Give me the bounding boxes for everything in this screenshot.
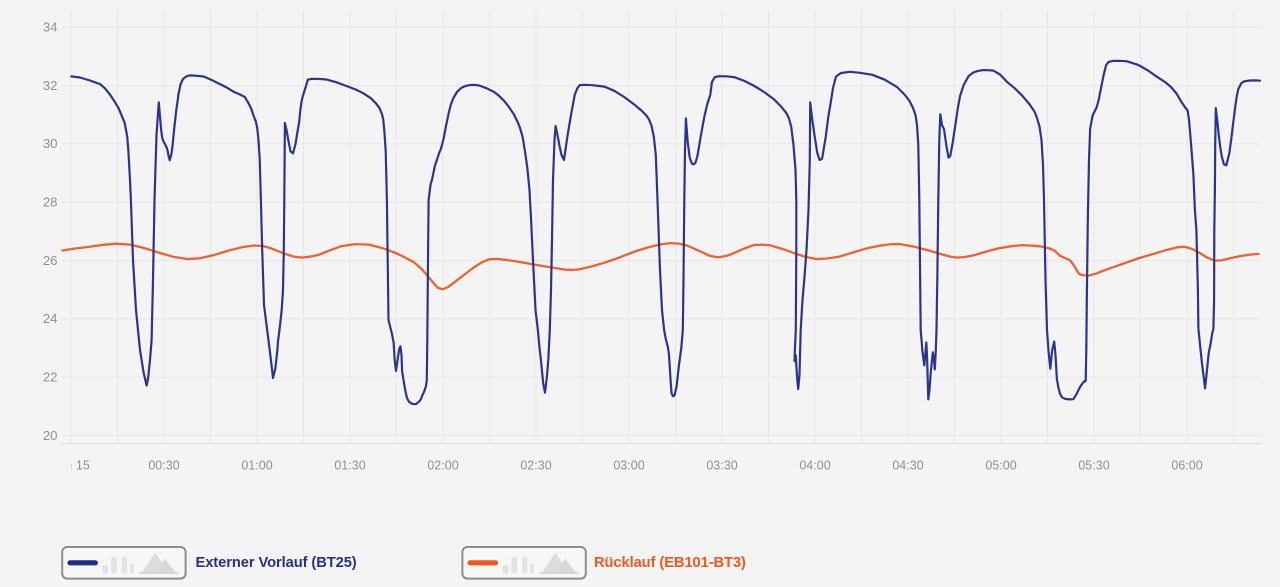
svg-text:02:30: 02:30 (520, 459, 551, 473)
svg-text:30: 30 (43, 136, 58, 151)
svg-text:28: 28 (43, 195, 58, 210)
svg-text:01:00: 01:00 (241, 459, 272, 473)
svg-text:03:30: 03:30 (706, 459, 737, 473)
svg-text:26: 26 (43, 253, 58, 268)
svg-text:04:30: 04:30 (892, 459, 923, 473)
svg-text:01:30: 01:30 (334, 459, 365, 473)
svg-text:05:30: 05:30 (1078, 459, 1109, 473)
svg-text:22: 22 (43, 370, 58, 385)
svg-text:00:30: 00:30 (148, 459, 179, 473)
svg-text:06:00: 06:00 (1171, 459, 1202, 473)
svg-text:Rücklauf (EB101-BT3): Rücklauf (EB101-BT3) (594, 555, 746, 571)
svg-text:Jun 15: Jun 15 (52, 459, 90, 473)
svg-text:34: 34 (43, 20, 58, 35)
svg-text:05:00: 05:00 (985, 459, 1016, 473)
svg-text:24: 24 (43, 311, 58, 326)
svg-text:32: 32 (43, 78, 58, 93)
svg-text:04:00: 04:00 (799, 459, 830, 473)
svg-text:Externer Vorlauf (BT25): Externer Vorlauf (BT25) (196, 555, 357, 571)
svg-text:20: 20 (43, 428, 58, 443)
svg-text:02:00: 02:00 (427, 459, 458, 473)
svg-text:03:00: 03:00 (613, 459, 644, 473)
